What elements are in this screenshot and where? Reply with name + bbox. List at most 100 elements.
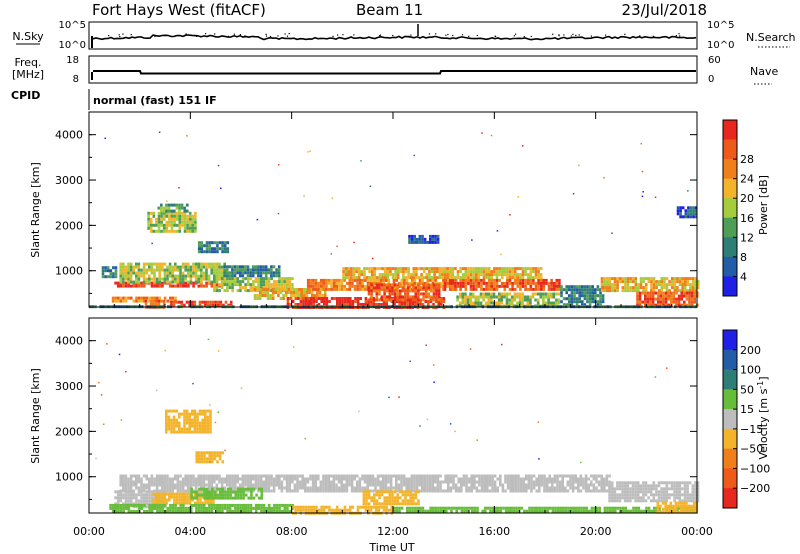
data-cell — [170, 300, 173, 304]
data-cell — [493, 281, 496, 285]
data-cell — [652, 493, 656, 497]
data-cell — [378, 267, 382, 271]
data-cell — [241, 265, 245, 269]
data-cell — [310, 303, 313, 306]
data-cell — [465, 509, 469, 513]
data-cell — [587, 477, 590, 481]
data-cell — [397, 477, 401, 481]
data-cell — [677, 300, 681, 304]
data-cell — [257, 286, 260, 290]
data-cell — [582, 480, 585, 484]
data-cell — [472, 273, 475, 277]
data-cell — [262, 489, 265, 493]
data-cell — [355, 267, 358, 271]
data-cell — [665, 277, 669, 281]
data-cell — [490, 281, 494, 285]
data-cell — [179, 486, 182, 490]
scatter-cell — [578, 164, 580, 167]
data-cell — [365, 496, 368, 500]
data-cell — [470, 480, 473, 484]
data-cell — [140, 281, 143, 285]
data-cell — [150, 509, 154, 513]
data-cell — [439, 489, 442, 493]
data-cell — [411, 289, 415, 293]
data-cell — [366, 483, 369, 487]
data-cell — [336, 303, 339, 306]
data-cell — [124, 474, 128, 478]
data-cell — [210, 284, 214, 288]
data-cell — [600, 277, 604, 281]
data-cell — [467, 486, 471, 490]
data-cell — [265, 477, 268, 481]
data-cell — [205, 509, 209, 513]
data-cell — [458, 506, 461, 510]
data-cell — [194, 229, 197, 233]
data-cell — [430, 267, 434, 271]
data-cell — [135, 474, 138, 478]
data-cell — [183, 303, 186, 307]
data-cell — [461, 301, 465, 305]
data-cell — [109, 503, 112, 507]
data-cell — [600, 483, 603, 487]
data-cell — [153, 503, 157, 507]
data-cell — [183, 418, 186, 422]
data-cell — [253, 294, 257, 297]
data-cell — [538, 483, 541, 487]
data-cell — [223, 247, 227, 251]
data-cell — [186, 492, 189, 496]
data-cell — [160, 203, 163, 207]
data-cell — [477, 281, 481, 285]
data-cell — [521, 273, 525, 277]
data-cell — [467, 270, 470, 274]
data-cell — [678, 484, 682, 488]
data-cell — [179, 280, 182, 284]
data-cell — [209, 424, 212, 428]
data-cell — [657, 294, 660, 298]
data-cell — [424, 289, 428, 293]
data-cell — [500, 284, 504, 288]
data-cell — [275, 483, 278, 487]
noise-point — [572, 33, 574, 35]
data-cell — [198, 454, 201, 458]
data-cell — [280, 489, 284, 493]
data-cell — [145, 262, 148, 266]
data-cell — [657, 283, 661, 287]
data-cell — [370, 295, 373, 299]
power-ylabel: Slant Range [km] — [29, 162, 42, 258]
data-cell — [137, 480, 141, 484]
data-cell — [410, 480, 414, 484]
data-cell — [423, 483, 427, 487]
data-cell — [367, 292, 371, 296]
data-cell — [178, 214, 182, 218]
data-cell — [200, 480, 203, 484]
data-cell — [691, 496, 695, 500]
data-cell — [591, 300, 594, 304]
data-cell — [332, 287, 336, 291]
data-cell — [431, 278, 435, 282]
data-cell — [332, 278, 336, 282]
data-cell — [140, 268, 143, 272]
data-cell — [694, 493, 697, 497]
data-cell — [668, 493, 671, 497]
data-cell — [267, 474, 271, 478]
data-cell — [241, 483, 245, 487]
data-cell — [388, 295, 392, 299]
data-cell — [259, 474, 263, 478]
data-cell — [627, 509, 630, 513]
data-cell — [244, 480, 247, 484]
data-cell — [443, 270, 447, 274]
data-cell — [423, 486, 427, 490]
data-cell — [198, 412, 202, 416]
data-cell — [692, 206, 695, 210]
data-cell — [403, 303, 407, 306]
data-cell — [610, 484, 614, 488]
data-cell — [694, 206, 698, 210]
data-cell — [218, 474, 221, 478]
data-cell — [181, 214, 184, 218]
data-cell — [135, 274, 138, 278]
data-cell — [291, 474, 294, 478]
data-cell — [610, 496, 614, 500]
data-cell — [278, 483, 281, 487]
data-cell — [486, 477, 489, 481]
data-cell — [390, 505, 394, 509]
